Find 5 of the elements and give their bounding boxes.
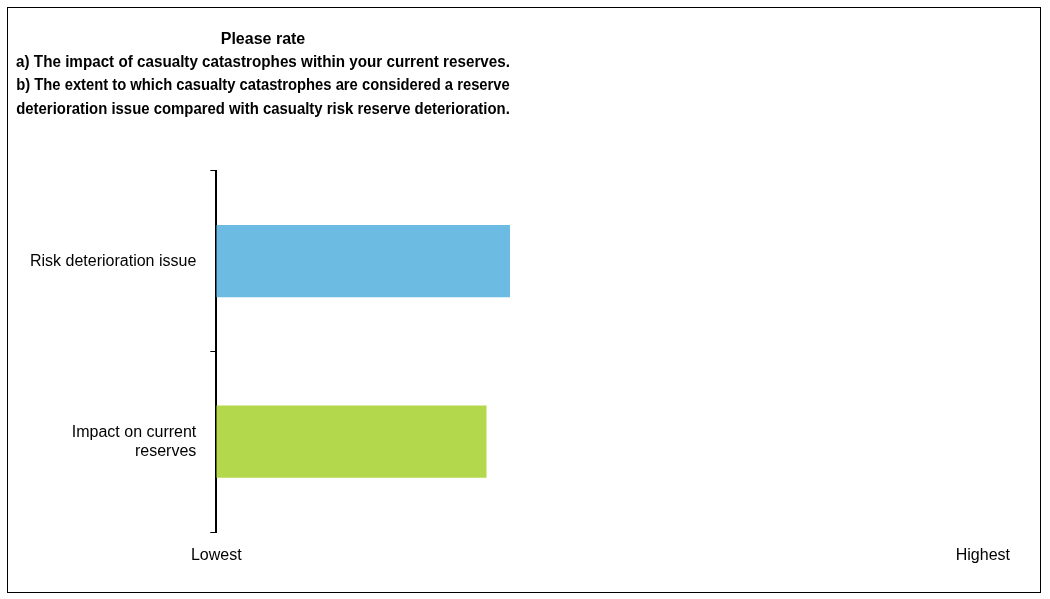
chart-title: Please rate a) The impact of casualty catastrophes within your current reserves. b) The extent to which casualty catastrophes are considered a reserve deterioration issue compared with casualty risk reserve deterioration. [16, 30, 511, 117]
y-tick-label: Risk deterioration issue [30, 251, 197, 269]
text: Highest [955, 546, 1011, 564]
y-tick-label: Impact on current reserves [71, 422, 197, 459]
text: Lowest [190, 546, 243, 564]
